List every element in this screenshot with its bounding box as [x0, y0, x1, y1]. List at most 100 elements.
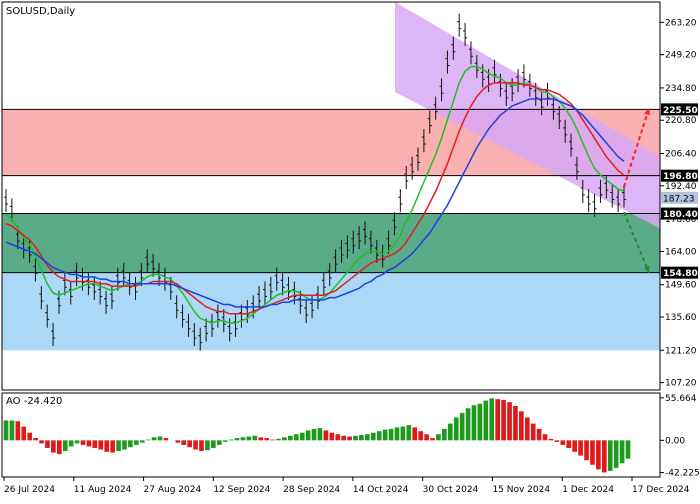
zone-range [2, 213, 660, 273]
ao-bar [288, 435, 293, 441]
ao-bar [519, 411, 524, 441]
y-tick-label: 149.60 [665, 281, 697, 291]
ao-bar [293, 434, 299, 441]
ma-line-2 [5, 82, 625, 315]
ao-bar [175, 440, 181, 443]
ao-bar [228, 439, 234, 441]
level-price-label: 154.80 [663, 269, 698, 279]
x-tick-label: 28 Sep 2024 [283, 485, 340, 495]
ao-bar [276, 438, 281, 441]
ao-bar [376, 431, 382, 441]
ao-bar [442, 428, 447, 441]
ao-bar [483, 400, 489, 441]
level-price-tag [661, 266, 698, 279]
ao-pane [3, 398, 631, 473]
y-tick-label: 178.00 [665, 215, 697, 225]
ao-bar [566, 440, 572, 448]
y-tick-label: 107.20 [665, 379, 697, 389]
ao-bar [305, 430, 311, 441]
ao-bar [62, 440, 68, 452]
ao-bar [74, 440, 80, 444]
ao-bar [353, 435, 358, 441]
ao-bar [252, 435, 258, 441]
ao-bar [258, 437, 264, 441]
ao-bar [264, 438, 269, 441]
ao-bar [33, 438, 38, 441]
level-price-tag [661, 103, 698, 116]
ao-bar [86, 440, 92, 447]
x-axis: 26 Jul 2024 11 Aug 2024 27 Aug 2024 12 Sep … [3, 477, 690, 495]
y-tick-label: 164.00 [665, 247, 697, 257]
forecast-arrow-down [623, 211, 650, 274]
ao-bar [625, 440, 631, 459]
ao-bar [388, 428, 394, 441]
ao-title: AO -24.420 [6, 396, 62, 407]
y-tick-label: 121.20 [665, 346, 697, 356]
trend-channel [395, 2, 660, 229]
ao-bar [181, 440, 187, 445]
ao-bar [145, 439, 151, 441]
ao-bar [311, 428, 317, 441]
ao-bar [323, 430, 329, 441]
ao-bar [133, 440, 139, 445]
ao-bar [39, 440, 44, 444]
x-tick-label: 1 Dec 2024 [562, 485, 614, 495]
y-tick-label: 263.20 [665, 18, 697, 28]
ao-bar [613, 440, 619, 468]
ao-y-tick-label: 55.664 [665, 394, 697, 404]
ao-bar [619, 440, 625, 464]
ao-bar [430, 438, 435, 441]
ao-bar [80, 440, 86, 445]
ao-bar [572, 440, 578, 452]
ma-line-3 [5, 98, 625, 308]
chart-title: SOLUSD,Daily [6, 6, 75, 17]
ao-bar [590, 440, 595, 465]
ao-bar [157, 436, 163, 441]
level-price-label: 180.40 [663, 210, 698, 220]
ao-bar [524, 417, 530, 441]
ao-bar [584, 440, 589, 461]
ao-bar [424, 434, 429, 441]
ao-bar [459, 412, 465, 441]
ao-bar [270, 439, 275, 441]
ao-bar [507, 402, 512, 441]
ao-bar [317, 428, 323, 441]
price-pane-frame [1, 1, 661, 391]
ao-bar [601, 440, 607, 473]
price-pane [2, 2, 660, 351]
ao-bar [98, 440, 104, 450]
ao-bar [536, 428, 542, 441]
ao-bar [199, 440, 204, 452]
current-price-tag [661, 191, 698, 204]
ao-bar [477, 403, 483, 441]
ao-bar [122, 440, 127, 450]
ao-bar [299, 432, 305, 441]
ao-bar [205, 440, 210, 451]
ao-bar [513, 405, 518, 441]
ao-bar [406, 425, 412, 441]
ao-bar [222, 440, 228, 442]
current-price-label: 187.23 [663, 194, 695, 204]
x-tick-label: 14 Oct 2024 [353, 485, 409, 495]
ao-bar [163, 438, 169, 441]
ao-bar [578, 440, 583, 456]
y-tick-label: 206.40 [665, 150, 697, 160]
ao-bar [554, 440, 560, 442]
ao-bar [68, 440, 74, 447]
ao-y-tick-label: 0.00 [665, 436, 685, 446]
ao-bar [412, 427, 418, 441]
forecast-arrowhead-down [643, 265, 650, 273]
ao-bar [110, 440, 115, 453]
ao-bar [418, 431, 424, 441]
x-tick-label: 11 Aug 2024 [74, 485, 132, 495]
ao-bar [370, 432, 376, 441]
ao-bar [335, 434, 341, 441]
ao-bar [128, 440, 133, 448]
ao-bar [187, 440, 192, 448]
ao-bar [501, 399, 506, 441]
ao-bar [216, 440, 222, 445]
ao-bar [382, 429, 388, 441]
ao-bar [246, 436, 252, 441]
